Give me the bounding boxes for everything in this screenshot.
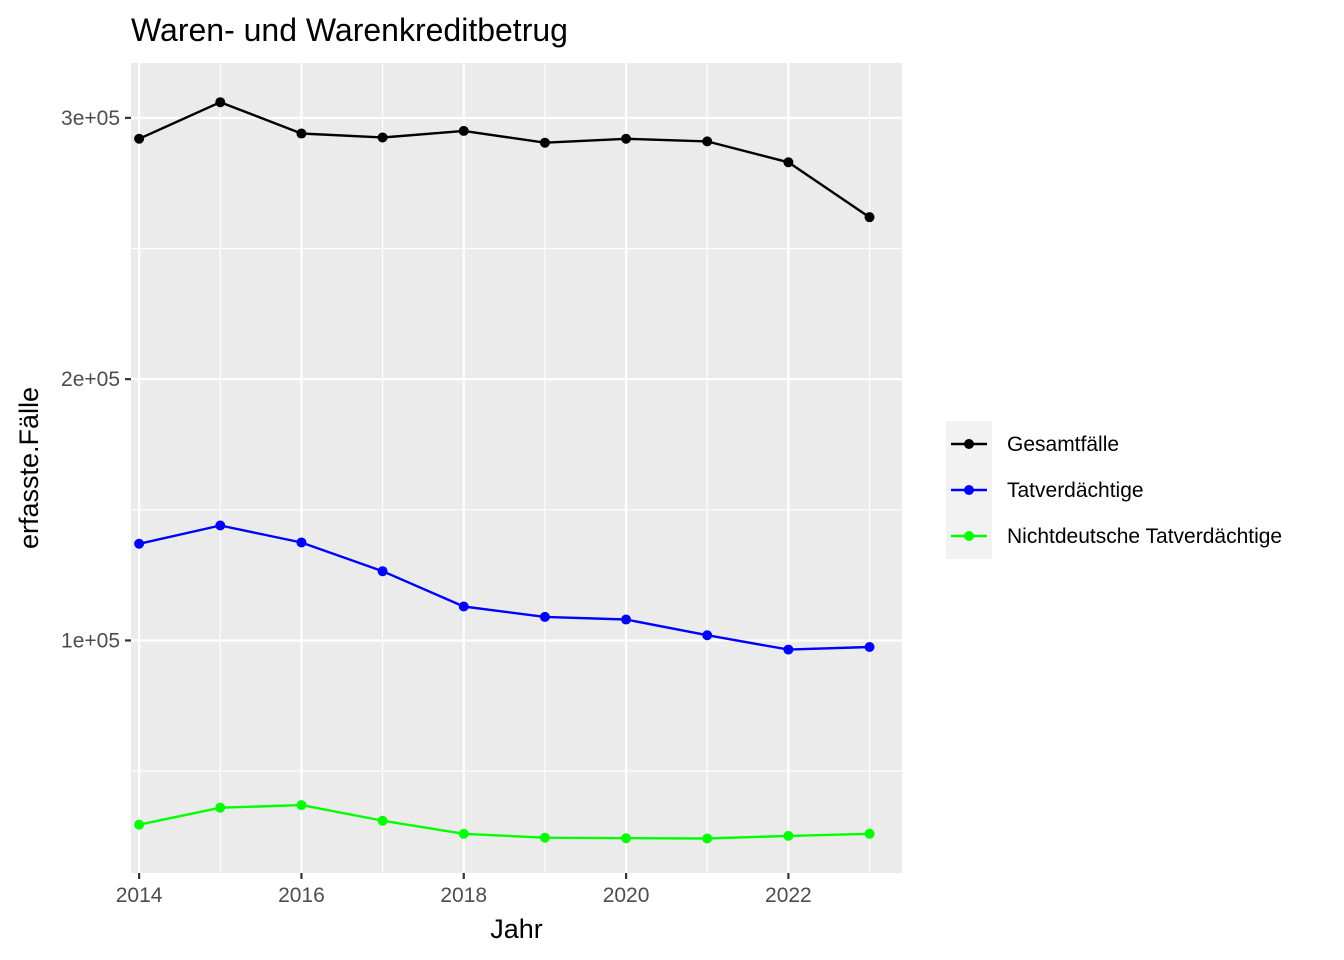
x-tick-label: 2014 [116,884,163,907]
data-point [215,802,226,813]
legend-key-point [964,485,974,495]
data-point [134,819,145,830]
data-point [539,832,550,843]
series-2 [134,520,875,655]
legend-item: Nichtdeutsche Tatverdächtige [951,525,1282,548]
x-tick-label: 2018 [440,884,487,907]
legend-item: Gesamtfälle [951,433,1119,456]
series-line [138,524,870,651]
data-point [458,828,469,839]
legend-label: Gesamtfälle [1007,433,1119,456]
data-point [783,644,794,655]
y-tick-label: 3e+05 [61,107,120,130]
data-point [621,614,632,625]
y-axis: 1e+05 2e+05 3e+05 [61,107,131,652]
chart-title: Waren- und Warenkreditbetrug [131,12,568,48]
x-axis: 2014 2016 2018 2020 2022 [116,873,812,907]
y-axis-title: erfasste.Fälle [14,387,44,549]
minor-gridlines [131,63,902,873]
legend-key-point [964,439,974,449]
series-line [138,803,870,840]
data-point [377,132,388,143]
data-point [296,800,307,811]
data-point [702,136,713,147]
data-point [215,97,226,108]
series-3 [134,800,875,844]
data-point [783,830,794,841]
x-tick-label: 2020 [603,884,650,907]
data-point [539,137,550,148]
data-point [864,212,875,223]
data-point [702,833,713,844]
data-point [134,538,145,549]
data-point [215,520,226,531]
legend-item: Tatverdächtige [951,479,1144,502]
series-line [138,100,871,219]
data-point [621,133,632,144]
series-1 [134,97,875,223]
legend-label: Nichtdeutsche Tatverdächtige [1007,525,1282,548]
data-point [864,641,875,652]
y-tick-label: 2e+05 [61,368,120,391]
x-tick-label: 2016 [278,884,325,907]
legend-key-point [964,531,974,541]
data-point [539,611,550,622]
x-tick-label: 2022 [765,884,812,907]
data-point [783,157,794,168]
series-layer [134,97,875,844]
data-point [296,537,307,548]
x-axis-title: Jahr [490,914,543,944]
data-point [134,133,145,144]
plot-panel [131,63,902,873]
data-point [864,828,875,839]
data-point [458,601,469,612]
y-tick-label: 1e+05 [61,629,120,652]
data-point [296,128,307,139]
data-point [702,630,713,641]
data-point [377,566,388,577]
legend: Gesamtfälle Tatverdächtige Nichtdeutsche T… [951,433,1282,548]
data-point [458,125,469,136]
legend-label: Tatverdächtige [1007,479,1144,502]
data-point [621,833,632,844]
data-point [377,815,388,826]
